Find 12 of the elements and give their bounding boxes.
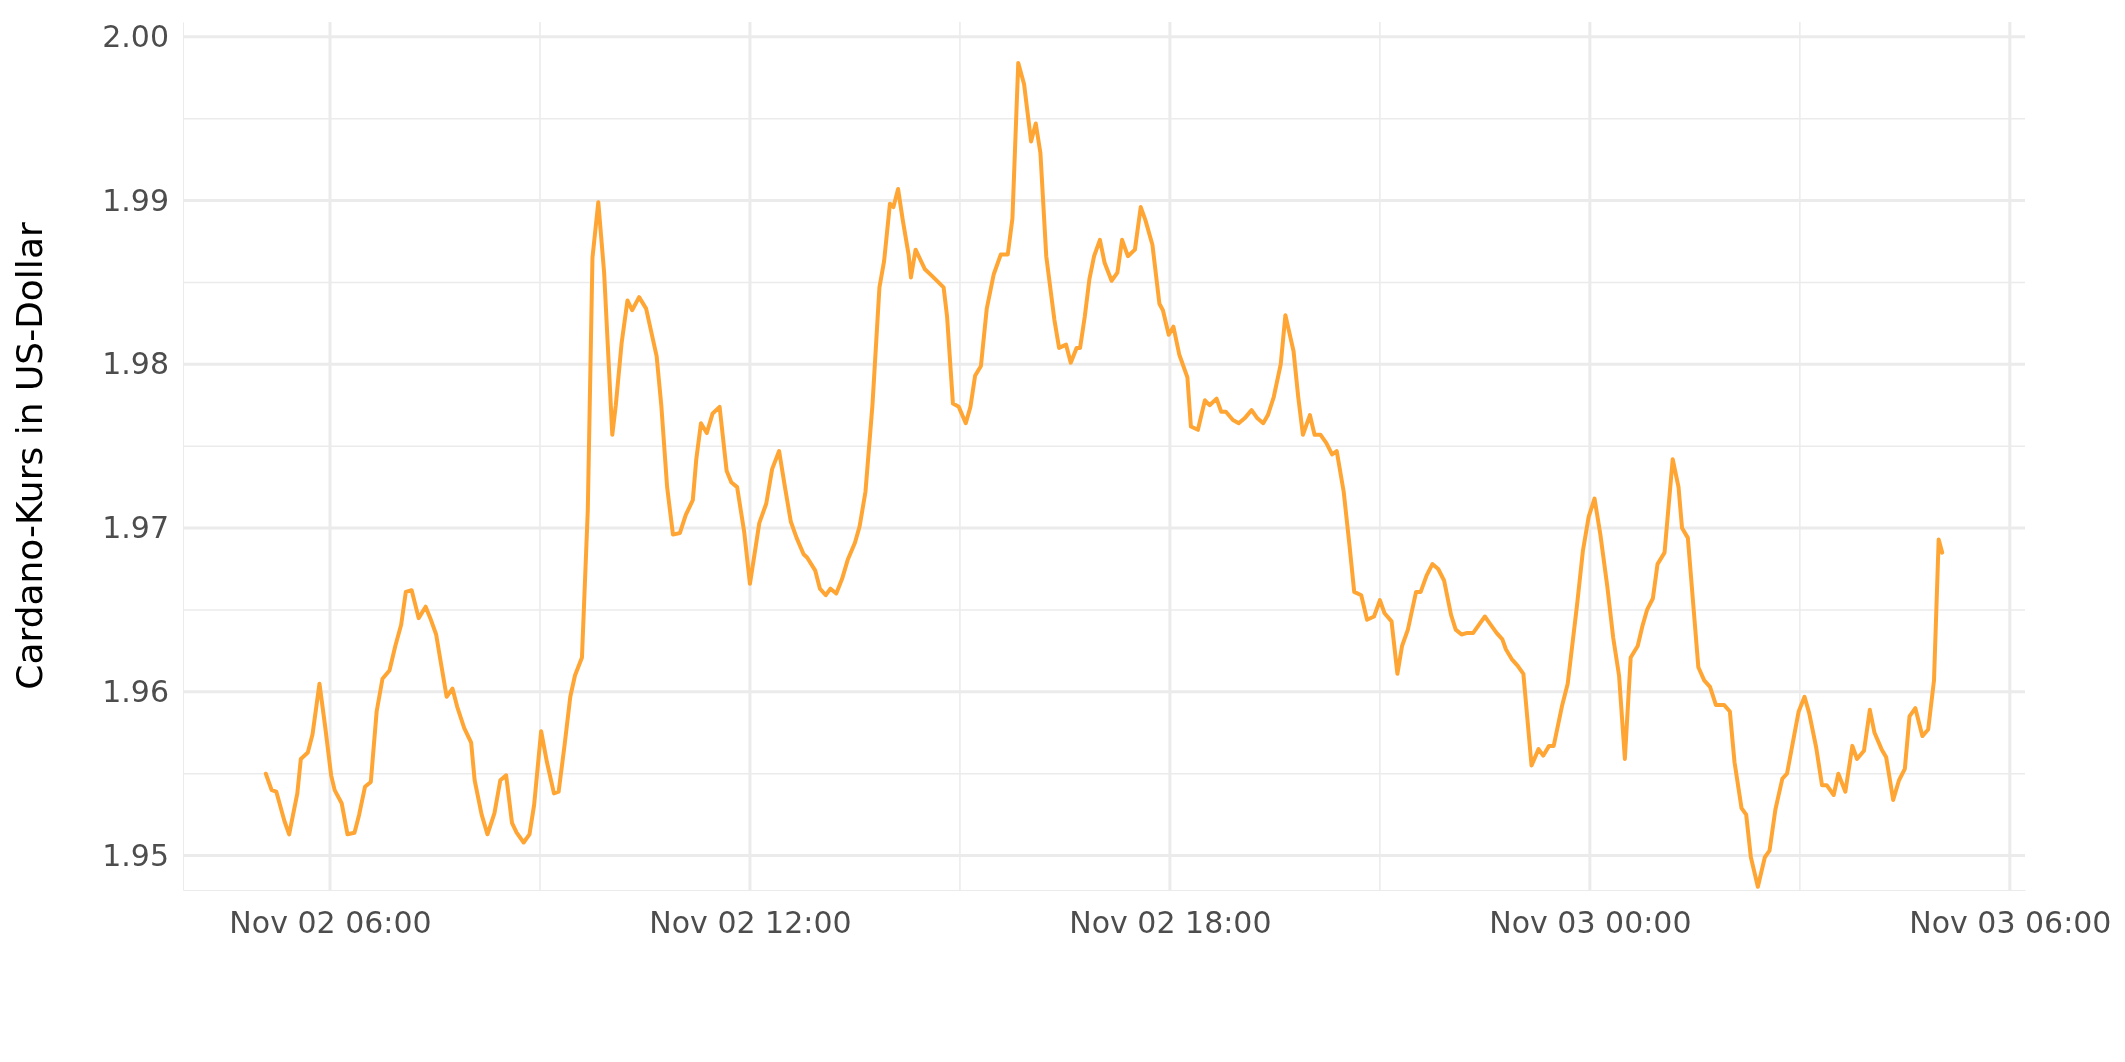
x-tick-label: Nov 02 12:00	[649, 905, 852, 941]
y-axis-title: Cardano-Kurs in US-Dollar	[9, 222, 50, 690]
x-tick-label: Nov 02 06:00	[229, 905, 432, 941]
y-tick-label: 1.96	[102, 673, 169, 709]
y-tick-label: 1.97	[102, 510, 169, 546]
y-tick-label: 1.98	[102, 346, 169, 382]
y-tick-label: 2.00	[102, 18, 169, 54]
y-tick-label: 1.95	[102, 837, 169, 873]
x-tick-label: Nov 03 00:00	[1489, 905, 1692, 941]
y-tick-label: 1.99	[102, 182, 169, 218]
x-tick-label: Nov 02 18:00	[1069, 905, 1272, 941]
x-tick-label: Nov 03 06:00	[1909, 905, 2112, 941]
